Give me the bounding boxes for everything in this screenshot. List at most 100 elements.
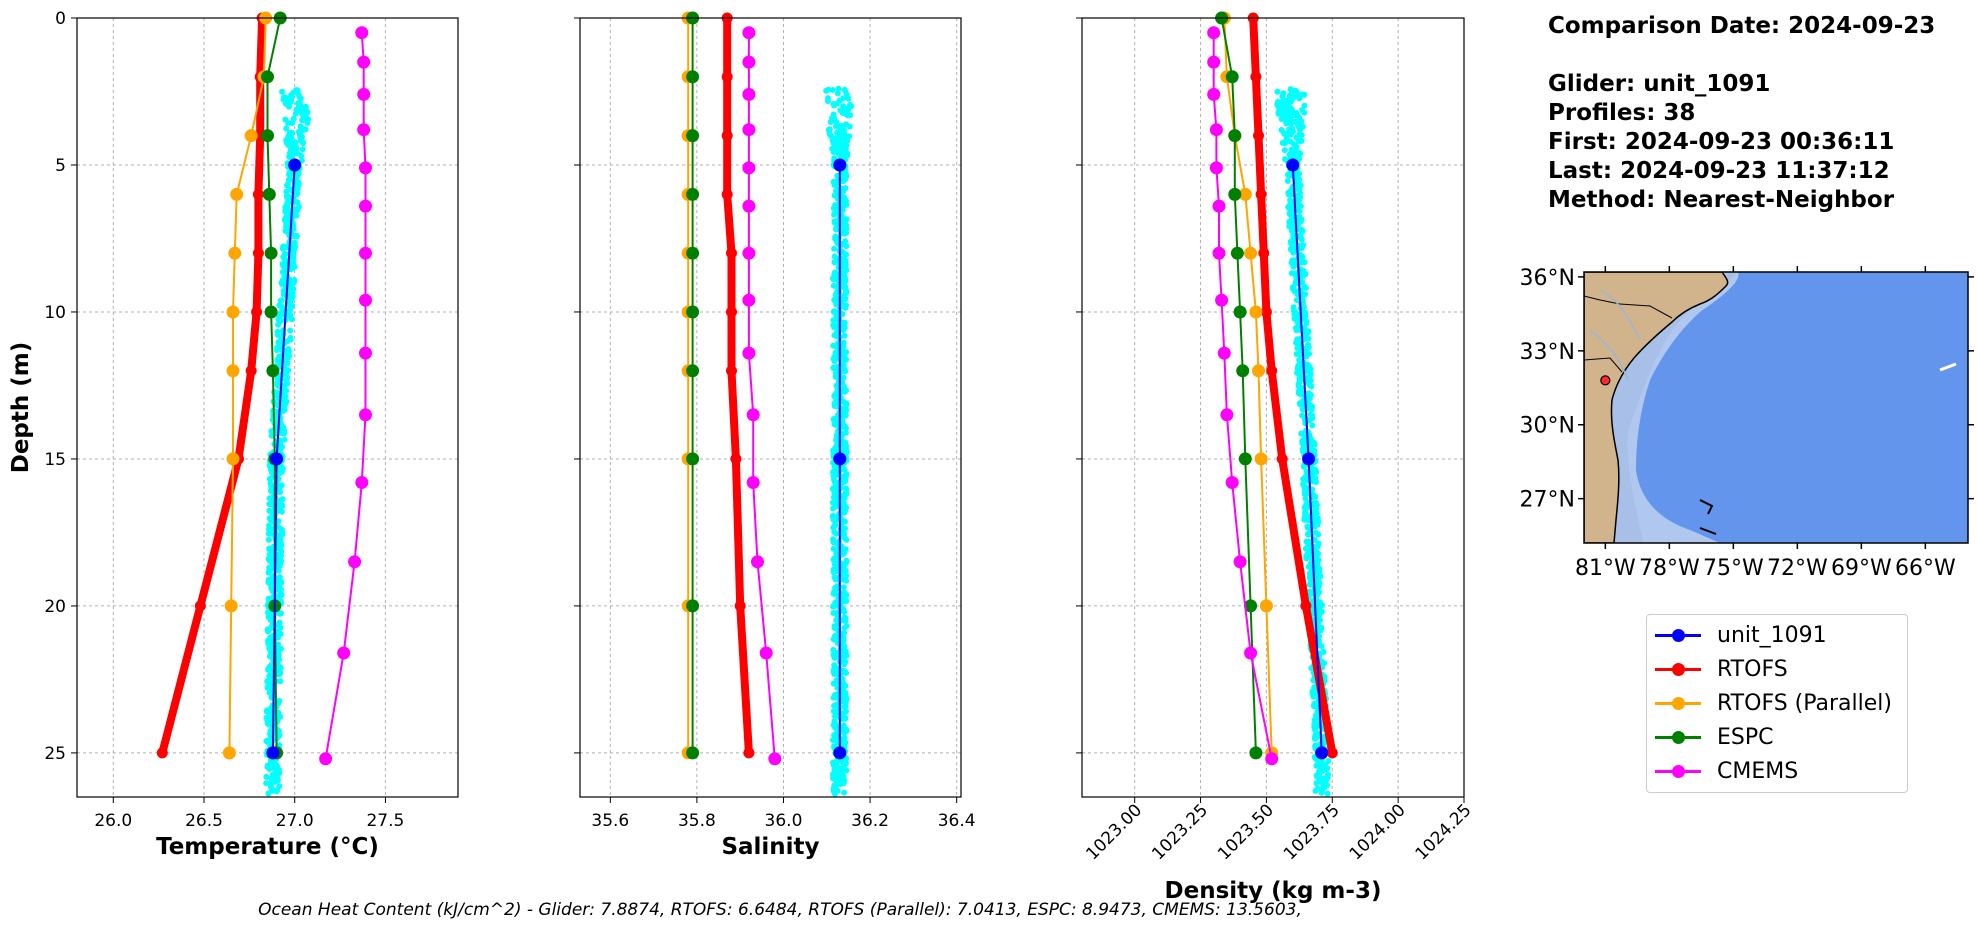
glider-scatter-point: [1304, 523, 1311, 530]
x-axis-title: Salinity: [721, 834, 819, 860]
glider-scatter-point: [1286, 202, 1293, 209]
glider-scatter-point: [840, 584, 847, 591]
glider-scatter-point: [839, 207, 846, 214]
glider-scatter-point: [840, 530, 847, 537]
y-axis-title: Depth (m): [8, 342, 34, 474]
glider-scatter-point: [1288, 117, 1295, 124]
glider-scatter-point: [290, 278, 297, 285]
glider-scatter-point: [266, 522, 273, 529]
glider-scatter-point: [271, 770, 278, 777]
series-marker: [230, 187, 244, 201]
glider-scatter-point: [1311, 721, 1318, 728]
legend-label: RTOFS: [1717, 656, 1788, 682]
glider-scatter-point: [1315, 733, 1322, 740]
glider-scatter-point: [1287, 86, 1294, 93]
lon-tick-label: 81°W: [1575, 556, 1636, 581]
glider-scatter-point: [1315, 550, 1322, 557]
series-marker: [686, 305, 700, 319]
glider-scatter-point: [269, 584, 275, 591]
glider-scatter-point: [1283, 99, 1290, 106]
series-marker: [833, 158, 847, 172]
glider-scatter-point: [266, 567, 273, 574]
series-marker: [244, 129, 258, 143]
glider-scatter-point: [839, 110, 846, 116]
legend-swatch-icon: [1653, 756, 1703, 786]
glider-scatter-point: [841, 441, 847, 448]
legend-swatch-icon: [1653, 688, 1703, 718]
glider-scatter-point: [843, 623, 850, 630]
x-tick-label: 27.0: [276, 811, 314, 831]
glider-scatter-point: [284, 199, 291, 206]
series-marker: [359, 199, 372, 213]
glider-scatter-point: [278, 468, 285, 475]
glider-scatter-point: [831, 421, 838, 428]
glider-scatter-point: [281, 406, 288, 413]
series-marker: [1244, 246, 1258, 260]
series-marker: [726, 247, 737, 259]
series-marker: [742, 26, 756, 40]
glider-scatter-point: [1317, 610, 1324, 617]
glider-scatter-point: [846, 104, 853, 111]
glider-scatter-point: [275, 646, 282, 653]
glider-scatter-point: [830, 505, 837, 512]
series-marker: [1244, 646, 1258, 660]
glider-scatter-point: [296, 100, 303, 107]
glider-scatter-point: [1291, 92, 1298, 99]
glider-scatter-point: [841, 353, 848, 360]
axes-frame: [1081, 17, 1465, 798]
glider-scatter-point: [1312, 712, 1319, 719]
glider-scatter-point: [1296, 170, 1302, 177]
glider-scatter-point: [832, 366, 839, 373]
glider-scatter-point: [266, 556, 273, 563]
glider-scatter-point: [289, 120, 296, 126]
x-tick-label: 27.5: [366, 811, 404, 831]
glider-scatter-point: [277, 665, 284, 671]
glider-scatter-point: [842, 87, 849, 94]
glider-scatter-point: [276, 562, 283, 569]
glider-scatter-point: [279, 281, 286, 288]
glider-scatter-point: [1296, 208, 1303, 214]
glider-scatter-point: [266, 545, 273, 552]
glider-scatter-point: [1307, 411, 1314, 418]
glider-scatter-point: [277, 440, 284, 446]
glider-scatter-point: [1274, 88, 1281, 95]
lon-tick-label: 69°W: [1831, 556, 1892, 581]
series-line-rtofs-parallel-: [228, 17, 267, 753]
series-marker: [746, 408, 760, 422]
glider-scatter-point: [834, 90, 841, 97]
glider-scatter-point: [1305, 530, 1312, 537]
glider-scatter-point: [842, 401, 849, 408]
series-marker: [1233, 555, 1247, 569]
glider-scatter-point: [833, 238, 840, 245]
glider-scatter-point: [841, 608, 848, 615]
series-marker: [1228, 129, 1242, 143]
glider-scatter-point: [1298, 216, 1305, 223]
glider-scatter-point: [1298, 430, 1305, 437]
glider-scatter-point: [264, 716, 271, 723]
glider-scatter-point: [1305, 335, 1312, 342]
glider-scatter-point: [826, 126, 833, 133]
glider-scatter-point: [842, 473, 849, 480]
y-tick-label: 0: [55, 9, 66, 29]
glider-scatter-point: [267, 735, 274, 742]
x-tick-label: 1023.00: [1082, 800, 1146, 864]
series-marker: [288, 158, 302, 172]
glider-scatter-point: [1294, 185, 1301, 192]
glider-scatter-point: [1294, 198, 1301, 205]
series-marker: [359, 408, 372, 422]
glider-scatter-point: [264, 763, 271, 770]
glider-scatter-point: [1286, 219, 1293, 226]
glider-scatter-point: [1315, 579, 1321, 586]
glider-scatter-point: [295, 170, 302, 177]
glider-scatter-point: [832, 373, 839, 380]
glider-scatter-point: [291, 150, 298, 157]
glider-scatter-point: [282, 116, 289, 123]
series-marker: [359, 246, 372, 260]
series-marker: [319, 752, 333, 766]
glider-scatter-point: [265, 790, 272, 797]
glider-scatter-point: [1288, 245, 1294, 252]
glider-scatter-point: [1299, 406, 1306, 413]
glider-scatter-point: [1305, 563, 1312, 570]
series-marker: [743, 747, 755, 759]
series-marker: [1212, 199, 1226, 213]
